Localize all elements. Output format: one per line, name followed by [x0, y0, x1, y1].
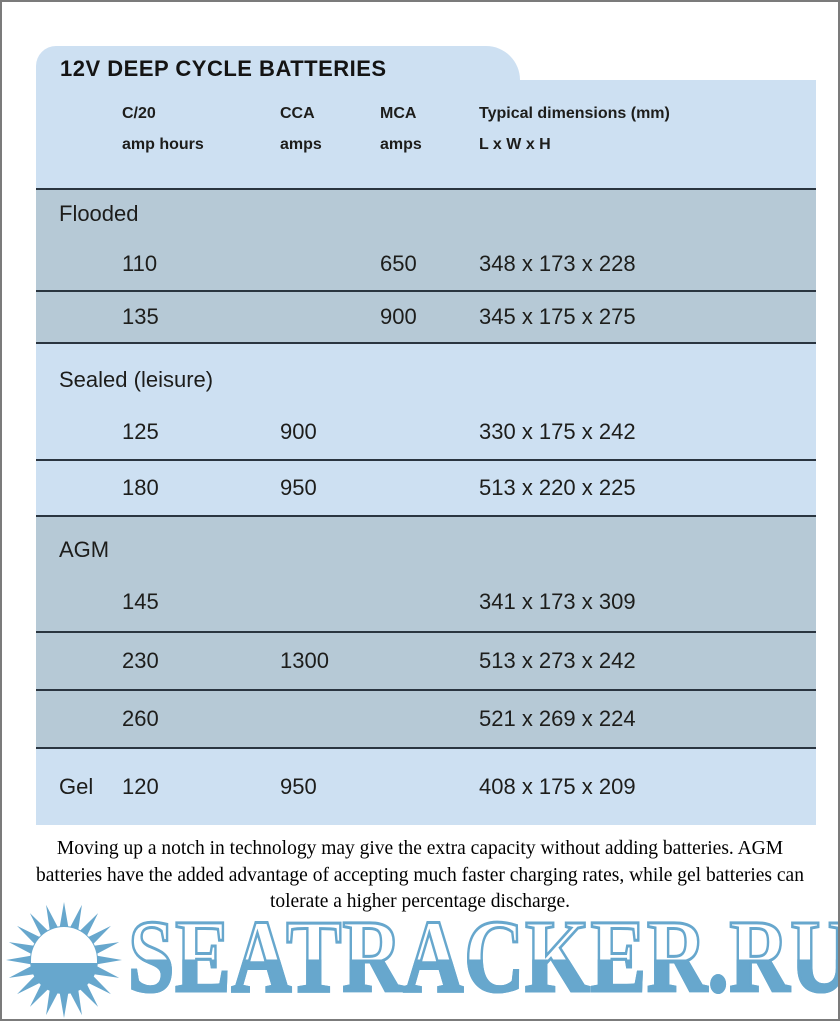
table-tab	[36, 46, 520, 80]
cell-mca: 650	[380, 251, 417, 276]
section-label: AGM	[59, 537, 110, 562]
cell-c20: 230	[122, 648, 159, 673]
table-row: 145 341 x 173 x 309	[36, 573, 816, 631]
section-label: Sealed (leisure)	[59, 367, 214, 392]
cell-dimensions: 408 x 175 x 209	[479, 774, 636, 799]
sun-logo-icon	[6, 902, 122, 1018]
table-row: Gel 120 950 408 x 175 x 209	[36, 749, 816, 825]
cell-c20: 120	[122, 774, 159, 799]
cell-dimensions: 330 x 175 x 242	[479, 418, 636, 444]
section-sealed-leisure: Sealed (leisure) 125 900 330 x 175 x 242…	[36, 342, 816, 515]
batteries-table: C/20 amp hours CCA amps MCA amps Typical…	[36, 80, 816, 825]
cell-c20: 110	[122, 251, 158, 276]
cell-dimensions: 521 x 269 x 224	[479, 706, 636, 731]
table-row: 110 650 348 x 173 x 228	[36, 238, 816, 290]
col-header-cca: CCA amps	[280, 105, 322, 153]
watermark: SEATRACKER.RU	[2, 898, 838, 1019]
cell-c20: 145	[122, 589, 159, 614]
table-row: 230 1300 513 x 273 x 242	[36, 631, 816, 689]
col-header-dimensions: Typical dimensions (mm) L x W x H	[479, 105, 670, 153]
cell-cca: 1300	[280, 648, 329, 673]
section-flooded: Flooded 110 650 348 x 173 x 228 135 900 …	[36, 188, 816, 342]
watermark-text: SEATRACKER.RU	[127, 898, 838, 1016]
table-header-row: C/20 amp hours CCA amps MCA amps Typical…	[36, 80, 816, 188]
col-header-mca: MCA amps	[380, 105, 422, 153]
cell-dimensions: 348 x 173 x 228	[479, 251, 636, 276]
cell-c20: 125	[122, 418, 159, 444]
cell-mca: 900	[380, 304, 417, 329]
cell-c20: 260	[122, 706, 159, 731]
table-row: 260 521 x 269 x 224	[36, 689, 816, 747]
cell-dimensions: 345 x 175 x 275	[479, 304, 636, 329]
table-row: 135 900 345 x 175 x 275	[36, 290, 816, 342]
section-gel: Gel 120 950 408 x 175 x 209	[36, 747, 816, 825]
cell-c20: 180	[122, 475, 159, 500]
section-label: Flooded	[59, 201, 139, 226]
section-label: Gel	[59, 774, 94, 799]
section-agm: AGM 145 341 x 173 x 309 230 1300 513 x 2…	[36, 515, 816, 747]
col-header-c20: C/20 amp hours	[122, 105, 204, 153]
cell-cca: 950	[280, 774, 317, 799]
table-title: 12V DEEP CYCLE BATTERIES	[60, 56, 387, 81]
cell-cca: 950	[280, 475, 317, 500]
cell-cca: 900	[280, 418, 317, 444]
table-row: 180 950 513 x 220 x 225	[36, 459, 816, 515]
cell-dimensions: 513 x 220 x 225	[479, 475, 636, 500]
cell-dimensions: 513 x 273 x 242	[479, 648, 636, 673]
caption-text: Moving up a notch in technology may give…	[36, 838, 804, 912]
table-row: 125 900 330 x 175 x 242	[36, 404, 816, 459]
cell-c20: 135	[122, 304, 159, 329]
cell-dimensions: 341 x 173 x 309	[479, 589, 636, 614]
